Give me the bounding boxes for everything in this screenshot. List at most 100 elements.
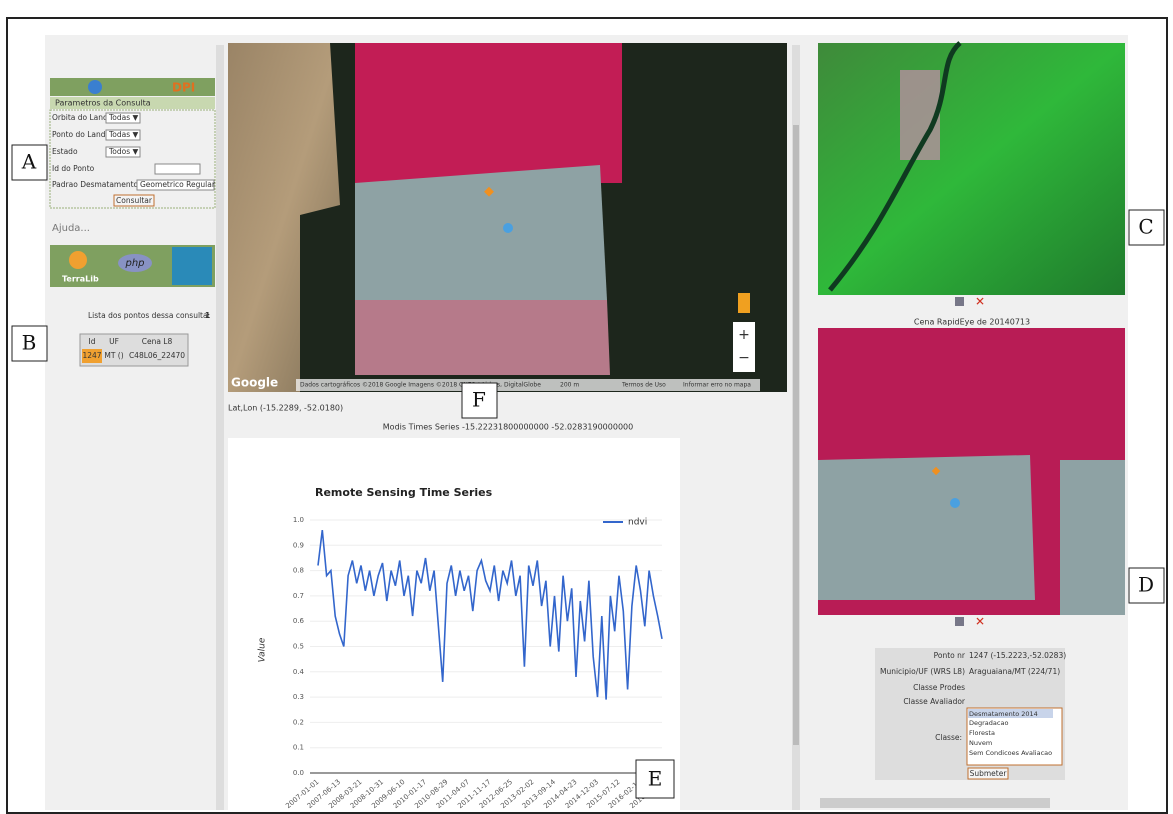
point-marker[interactable] — [484, 186, 494, 197]
y-tick-label: 0.5 — [293, 643, 304, 651]
logo-icon — [88, 80, 102, 94]
zoom-control[interactable] — [733, 322, 755, 372]
scroll-thumb[interactable] — [793, 125, 799, 745]
input[interactable] — [154, 163, 201, 175]
option[interactable]: Degradacao — [969, 719, 1008, 727]
cleared-area — [818, 455, 1035, 600]
field-label: Estado — [52, 147, 78, 156]
select-value[interactable]: Todas ▼ — [108, 130, 139, 139]
select[interactable] — [105, 112, 141, 124]
option[interactable]: Nuvem — [969, 739, 992, 747]
button-label[interactable]: Submeter — [970, 769, 1008, 778]
close-icon[interactable]: ✕ — [975, 615, 985, 629]
select-value[interactable]: Todas ▼ — [108, 113, 139, 122]
terms[interactable]: Termos de Uso — [621, 382, 666, 389]
label-box — [1128, 567, 1165, 604]
water — [503, 223, 513, 233]
panel-label: D — [1138, 573, 1154, 597]
select[interactable] — [105, 129, 141, 141]
select-value[interactable]: Geometrico Regular ▼ — [140, 180, 223, 189]
save-icon[interactable] — [955, 297, 964, 306]
info-value: 1247 (-15.2223,-52.0283) — [969, 651, 1066, 660]
y-tick-label: 0.9 — [293, 541, 304, 549]
chart-title: Remote Sensing Time Series — [315, 486, 493, 499]
series-title: Modis Times Series -15.22231800000000 -5… — [383, 423, 633, 432]
table-cell[interactable]: 1247 — [82, 351, 101, 360]
cleared-area — [1060, 460, 1125, 615]
map-scale: 200 m — [560, 382, 579, 389]
caption: Cena RapidEye de 20140713 — [914, 318, 1030, 327]
button-label[interactable]: Consultar — [116, 196, 153, 205]
info-label: Municipio/UF (WRS L8) — [880, 667, 965, 676]
php-logo — [118, 254, 152, 272]
close-icon[interactable]: ✕ — [975, 295, 985, 309]
field-label: Ponto do Landsat — [52, 130, 117, 139]
panel-label: E — [648, 767, 663, 791]
form-box — [49, 109, 216, 209]
option[interactable]: Desmatamento 2014 — [969, 710, 1038, 718]
zoom-in[interactable]: + — [738, 327, 750, 343]
label-box — [11, 325, 48, 362]
button[interactable] — [113, 194, 155, 207]
cleared-area-south — [355, 300, 610, 375]
savanna — [228, 43, 340, 392]
report[interactable]: Informar erro no mapa — [683, 382, 751, 389]
info-label: Classe Avaliador — [903, 697, 966, 706]
postgres-logo — [172, 247, 212, 285]
panel-label: F — [472, 388, 486, 412]
pegman[interactable] — [738, 293, 750, 313]
y-tick-label: 0.1 — [293, 744, 304, 752]
cleared-area — [355, 165, 607, 300]
y-tick-label: 1.0 — [293, 516, 304, 524]
panel-label: A — [21, 150, 37, 174]
table-header: Cena L8 — [142, 337, 173, 346]
button[interactable] — [967, 767, 1009, 780]
panel-label: B — [22, 331, 37, 355]
panel-label: C — [1138, 215, 1153, 239]
y-tick-label: 0.0 — [293, 769, 304, 777]
list-count: 1 — [205, 311, 210, 320]
label-box — [1128, 209, 1165, 246]
select[interactable] — [105, 146, 141, 158]
legend-label: ndvi — [628, 518, 647, 528]
info-value: Araguaiana/MT (224/71) — [969, 667, 1060, 676]
label-box — [635, 759, 675, 799]
label-box — [461, 382, 498, 419]
series-line — [317, 530, 663, 700]
list-title: Lista dos pontos dessa consulta: — [88, 311, 210, 320]
point-marker — [931, 466, 941, 476]
select-value[interactable]: Todos ▼ — [108, 147, 139, 156]
section-header — [50, 97, 215, 109]
select[interactable] — [136, 179, 215, 191]
river — [828, 41, 962, 292]
logo-text: TerraLib — [62, 275, 99, 284]
option[interactable]: Floresta — [969, 729, 995, 737]
id-cell[interactable] — [82, 349, 102, 363]
zoom-out[interactable]: − — [738, 350, 750, 366]
map-brand: Google — [231, 376, 278, 390]
y-tick-label: 0.8 — [293, 567, 304, 575]
rapideye-image — [818, 43, 1125, 295]
y-tick-label: 0.3 — [293, 693, 304, 701]
attribution-bar — [296, 379, 760, 391]
y-axis-label: Value — [258, 637, 268, 662]
selected-option — [968, 709, 1053, 718]
field-label: Padrao Desmatamento — [52, 180, 139, 189]
info-label: Ponto nr — [934, 651, 966, 660]
label-box — [11, 144, 48, 181]
water — [950, 498, 960, 508]
help-link[interactable]: Ajuda... — [52, 223, 90, 234]
terralib-logo — [69, 251, 87, 269]
save-icon[interactable] — [955, 617, 964, 626]
field-label: Orbita do Landsat — [52, 113, 119, 122]
h-scrollbar[interactable] — [820, 798, 1050, 808]
field-label: Id do Ponto — [52, 164, 95, 173]
logo-text: DPI — [172, 81, 195, 95]
table-header: Id — [89, 337, 96, 346]
scrollbar[interactable] — [216, 45, 224, 810]
option[interactable]: Sem Condicoes Avaliacao — [969, 749, 1052, 757]
latlon: Lat,Lon (-15.2289, -52.0180) — [228, 404, 343, 413]
info-label: Classe Prodes — [913, 683, 965, 692]
